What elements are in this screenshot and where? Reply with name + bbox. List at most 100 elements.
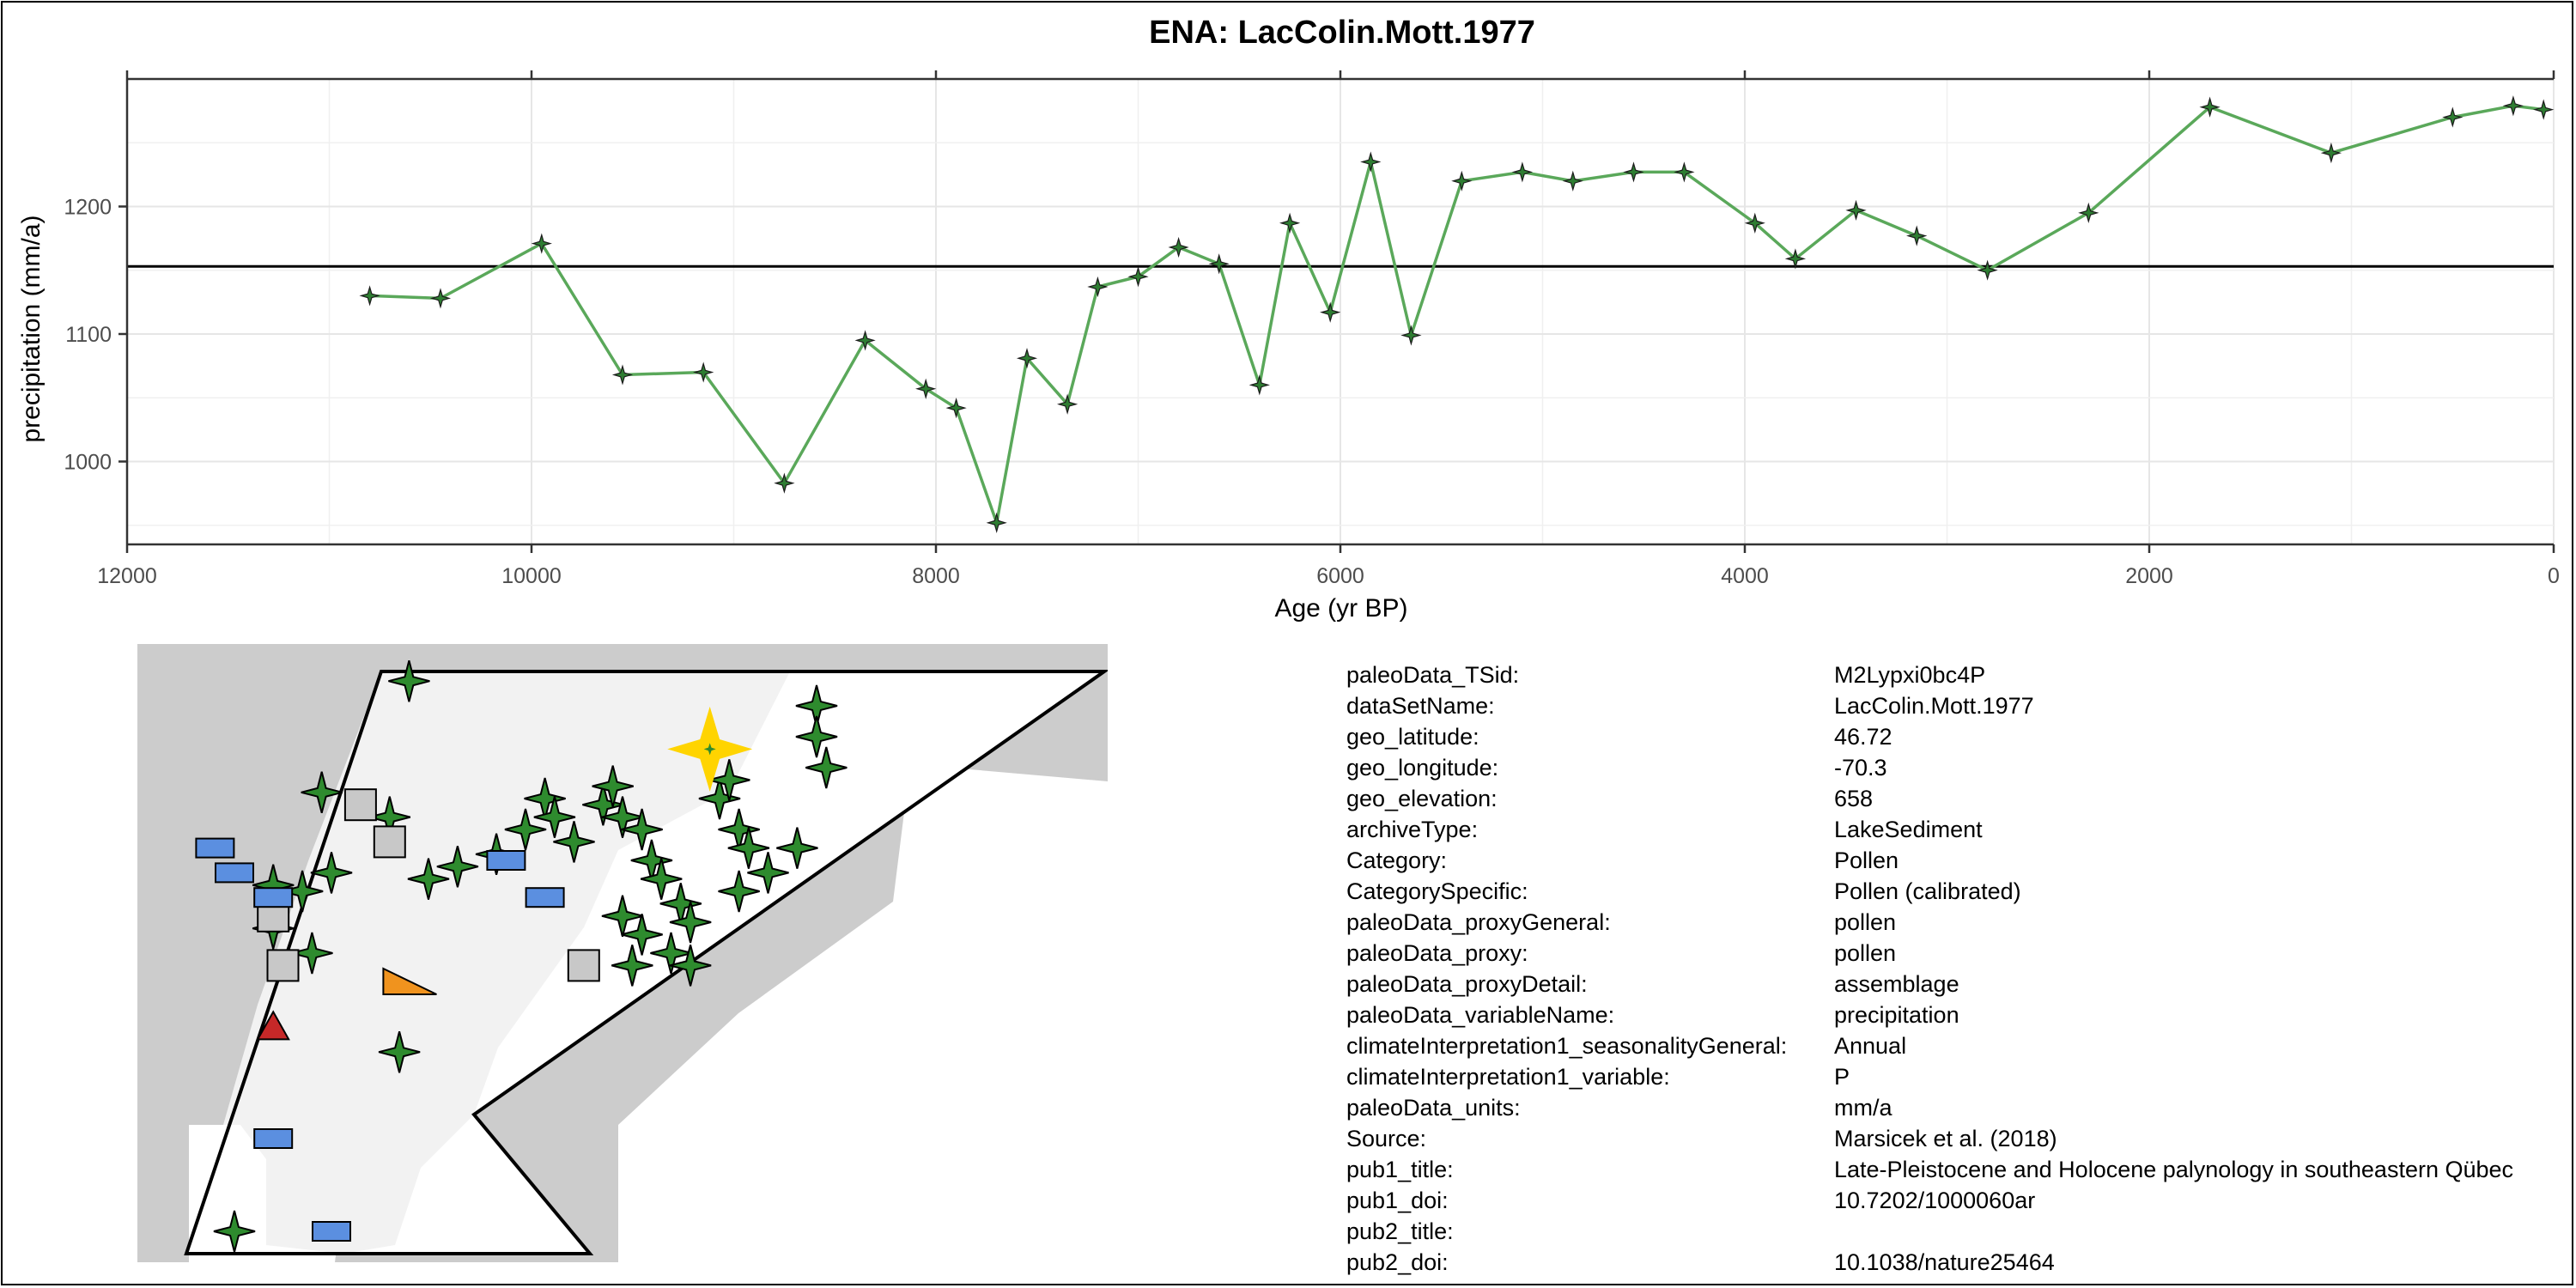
data-point bbox=[2320, 142, 2342, 164]
data-point bbox=[2442, 106, 2464, 128]
site-star-marker bbox=[621, 808, 663, 851]
metadata-value: Late-Pleistocene and Holocene palynology… bbox=[1834, 1157, 2514, 1182]
metadata-key: geo_longitude: bbox=[1346, 755, 1499, 781]
metadata-key: paleoData_proxyDetail: bbox=[1346, 971, 1588, 997]
metadata-value: P bbox=[1834, 1064, 1850, 1090]
data-point bbox=[1977, 259, 1998, 281]
data-point bbox=[1451, 170, 1473, 191]
metadata-value: LakeSediment bbox=[1834, 817, 1983, 842]
metadata-key: climateInterpretation1_variable: bbox=[1346, 1064, 1670, 1090]
metadata-value: LacColin.Mott.1977 bbox=[1834, 693, 2034, 719]
x-tick-label: 12000 bbox=[97, 564, 157, 588]
data-point bbox=[1127, 266, 1149, 288]
site-rect-marker bbox=[525, 887, 565, 908]
site-star-marker bbox=[611, 945, 653, 987]
site-star-marker bbox=[747, 852, 789, 894]
metadata-key: pub1_doi: bbox=[1346, 1188, 1449, 1213]
site-star-marker bbox=[650, 932, 692, 975]
metadata-row: geo_longitude: -70.3 bbox=[1346, 752, 2566, 783]
metadata-key: pub1_title: bbox=[1346, 1157, 1454, 1182]
data-point bbox=[359, 285, 380, 307]
site-star-marker bbox=[378, 1030, 421, 1073]
ocean-area bbox=[618, 764, 1108, 1262]
site-star-marker bbox=[388, 659, 430, 702]
metadata-row: pub2_title: bbox=[1346, 1216, 2566, 1247]
data-point bbox=[1906, 225, 1928, 246]
site-square-marker bbox=[567, 949, 600, 982]
data-point bbox=[2533, 99, 2555, 120]
site-star-marker bbox=[213, 1210, 256, 1253]
site-rect-marker bbox=[195, 837, 235, 859]
metadata-value: Pollen (calibrated) bbox=[1834, 878, 2021, 904]
metadata-table: paleoData_TSid: M2Lypxi0bc4P dataSetName: L… bbox=[1346, 659, 2566, 1278]
data-point bbox=[1208, 253, 1230, 275]
axes: 12000 10000 8000 6000 4000 2000 0 1000 1100 1200 bbox=[64, 70, 2560, 588]
metadata-row: pub1_doi: 10.7202/1000060ar bbox=[1346, 1185, 2566, 1216]
data-point bbox=[1016, 348, 1038, 369]
metadata-row: paleoData_variableName: precipitation bbox=[1346, 999, 2566, 1030]
metadata-row: dataSetName: LacColin.Mott.1977 bbox=[1346, 690, 2566, 721]
data-point bbox=[2502, 95, 2524, 117]
chart-title: ENA: LacColin.Mott.1977 bbox=[1149, 15, 1535, 51]
data-point bbox=[986, 512, 1007, 533]
metadata-row: paleoData_proxyDetail: assemblage bbox=[1346, 969, 2566, 999]
metadata-key: geo_latitude: bbox=[1346, 724, 1479, 750]
site-square-marker bbox=[266, 949, 300, 982]
grid bbox=[126, 79, 2555, 544]
metadata-value: pollen bbox=[1834, 909, 1897, 935]
metadata-row: geo_latitude: 46.72 bbox=[1346, 721, 2566, 752]
metadata-row: CategorySpecific: Pollen (calibrated) bbox=[1346, 876, 2566, 907]
site-star-marker bbox=[407, 858, 450, 900]
data-point bbox=[429, 288, 452, 309]
metadata-row: climateInterpretation1_seasonalityGenera… bbox=[1346, 1030, 2566, 1061]
site-star-marker bbox=[310, 852, 353, 894]
metadata-row: pub1_title: Late-Pleistocene and Holocene… bbox=[1346, 1154, 2566, 1185]
site-star-marker bbox=[601, 895, 644, 938]
data-point bbox=[2199, 96, 2221, 118]
site-star-marker bbox=[640, 858, 683, 900]
x-axis-label: Age (yr BP) bbox=[1274, 594, 1407, 623]
site-rect-marker bbox=[253, 1128, 294, 1149]
metadata-value: Pollen bbox=[1834, 848, 1899, 873]
site-star-marker bbox=[436, 845, 479, 888]
metadata-value: mm/a bbox=[1834, 1095, 1893, 1121]
site-star-marker bbox=[601, 796, 644, 838]
metadata-key: CategorySpecific: bbox=[1346, 878, 1528, 904]
data-point bbox=[1249, 374, 1270, 396]
site-rect-marker bbox=[215, 862, 254, 884]
metadata-row: geo_elevation: 658 bbox=[1346, 783, 2566, 814]
site-square-marker bbox=[343, 788, 377, 822]
site-wedge-marker bbox=[382, 967, 437, 995]
data-point bbox=[774, 472, 795, 494]
metadata-value: -70.3 bbox=[1834, 755, 1887, 781]
metadata-row: paleoData_units: mm/a bbox=[1346, 1092, 2566, 1123]
site-square-marker bbox=[373, 825, 406, 859]
data-point bbox=[1400, 325, 1422, 346]
data-point bbox=[945, 397, 967, 419]
data-point bbox=[1056, 393, 1078, 415]
metadata-value: assemblage bbox=[1834, 971, 1959, 997]
metadata-value: pollen bbox=[1834, 940, 1897, 966]
metadata-key: pub2_title: bbox=[1346, 1218, 1454, 1244]
metadata-key: dataSetName: bbox=[1346, 693, 1495, 719]
series-line bbox=[369, 104, 2544, 529]
metadata-key: paleoData_proxy: bbox=[1346, 940, 1528, 966]
data-point bbox=[693, 361, 714, 383]
x-tick-label: 8000 bbox=[912, 564, 960, 588]
metadata-row: paleoData_proxy: pollen bbox=[1346, 938, 2566, 969]
data-point bbox=[1623, 161, 1644, 183]
site-rect-marker bbox=[486, 850, 526, 871]
data-point bbox=[1511, 161, 1533, 183]
y-tick-label: 1000 bbox=[64, 450, 112, 474]
x-tick-label: 10000 bbox=[501, 564, 562, 588]
metadata-value: M2Lypxi0bc4P bbox=[1834, 662, 1986, 688]
metadata-row: paleoData_TSid: M2Lypxi0bc4P bbox=[1346, 659, 2566, 690]
metadata-row: paleoData_proxyGeneral: pollen bbox=[1346, 907, 2566, 938]
y-tick-label: 1100 bbox=[65, 323, 112, 347]
data-point bbox=[1784, 248, 1807, 270]
site-star-marker bbox=[669, 945, 712, 987]
data-point bbox=[611, 364, 634, 386]
data-point bbox=[1562, 170, 1583, 191]
site-star-marker bbox=[718, 870, 760, 913]
